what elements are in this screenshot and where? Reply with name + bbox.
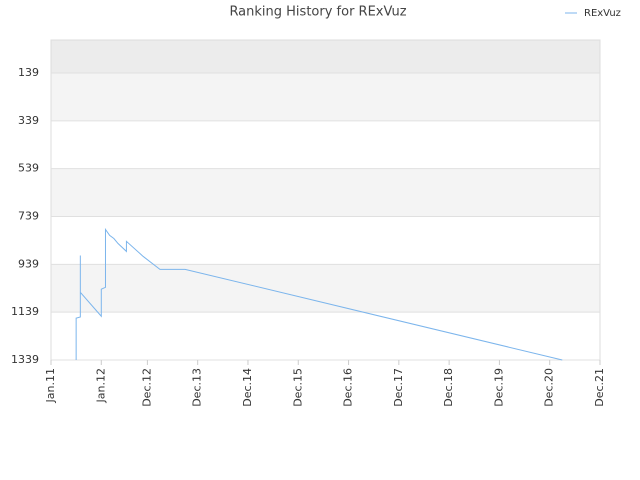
x-tick-label: Dec.18 — [442, 368, 455, 407]
x-tick-label: Dec.15 — [291, 368, 304, 407]
y-tick-label: 139 — [18, 66, 39, 79]
y-tick-label: 1339 — [11, 353, 39, 366]
chart-title: Ranking History for RExVuz — [229, 5, 406, 20]
y-tick-label: 939 — [18, 257, 39, 270]
line-series — [75, 227, 563, 361]
plot-band — [51, 120, 600, 169]
x-tick-label: Dec.14 — [241, 368, 254, 407]
x-tick-label: Dec.21 — [593, 368, 606, 407]
y-tick-label: 339 — [18, 114, 39, 127]
x-tick-label: Jan.11 — [44, 368, 57, 403]
y-tick-label: 739 — [18, 210, 39, 223]
plot-band — [51, 168, 600, 217]
plot-band — [51, 40, 600, 74]
x-tick-label: Dec.17 — [392, 368, 405, 407]
y-tick-label: 1139 — [11, 305, 39, 318]
plot-band — [51, 216, 600, 265]
plot-band — [51, 312, 600, 360]
x-tick-label: Dec.12 — [140, 368, 153, 407]
plot-band — [51, 73, 600, 121]
x-tick-label: Dec.20 — [543, 368, 556, 407]
x-tick-label: Dec.16 — [342, 368, 355, 407]
x-tick-label: Jan.12 — [94, 368, 107, 403]
legend-label: RExVuz — [584, 8, 621, 19]
x-tick-label: Dec.19 — [492, 368, 505, 407]
y-tick-label: 539 — [18, 162, 39, 175]
x-tick-label: Dec.13 — [191, 368, 204, 407]
plot-band — [51, 264, 600, 313]
